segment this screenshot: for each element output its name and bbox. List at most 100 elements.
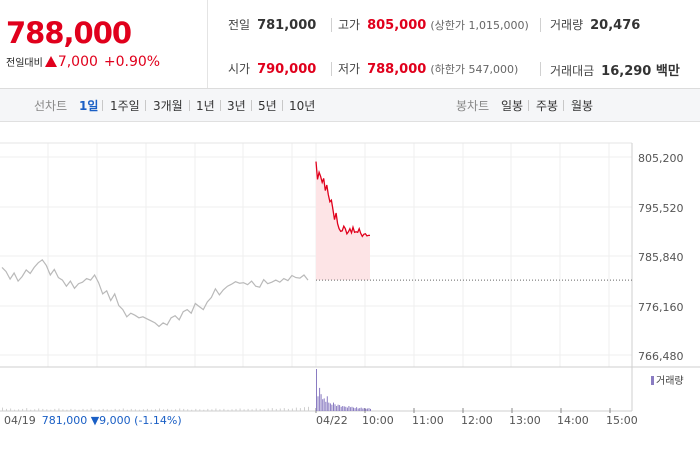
volume-bar xyxy=(326,396,328,411)
volume-bar xyxy=(337,404,339,411)
low-label: 저가 xyxy=(338,62,361,76)
price-chart-svg xyxy=(0,142,700,413)
period-1day-button[interactable]: 1일 xyxy=(79,99,99,113)
period-3month-button[interactable]: 3개월 xyxy=(153,99,183,113)
volume-bar xyxy=(323,398,325,411)
volume-bar xyxy=(345,406,347,411)
volume-bar xyxy=(283,408,285,411)
divider xyxy=(220,100,221,111)
x-tick-label: 13:00 xyxy=(509,414,541,427)
volume-bar xyxy=(171,409,173,411)
volume-bar xyxy=(26,408,28,411)
candle-monthly-button[interactable]: 월봉 xyxy=(571,99,594,113)
volume-bar xyxy=(50,409,52,411)
volume-bar xyxy=(319,387,321,411)
volume-bar xyxy=(291,408,293,411)
volume-bar xyxy=(207,408,209,411)
period-5year-button[interactable]: 5년 xyxy=(258,99,277,113)
volume-bar xyxy=(356,407,358,411)
volume-bar xyxy=(195,408,197,411)
volume-bar xyxy=(102,408,104,411)
volume-bars xyxy=(2,369,371,411)
prev-day-percent: (-1.14%) xyxy=(134,414,182,427)
volume-bar xyxy=(331,404,333,411)
volume-bar xyxy=(6,408,7,411)
candle-daily-button[interactable]: 일봉 xyxy=(501,99,524,113)
volume-bar xyxy=(82,408,84,411)
volume-bar xyxy=(66,409,68,411)
line-chart-label: 선차트 xyxy=(34,99,68,113)
x-tick-label: 11:00 xyxy=(412,414,444,427)
volume-bar xyxy=(187,409,189,411)
price-summary: 788,000 전일대비 7,000 +0.90% 전일 781,000 고가 805,… xyxy=(0,0,700,89)
open-stat: 시가 790,000 xyxy=(228,60,316,77)
volume-bar xyxy=(54,408,56,411)
period-1week-button[interactable]: 1주일 xyxy=(110,99,140,113)
volume-bar xyxy=(333,402,334,411)
y-tick-label: 766,480 xyxy=(638,350,684,363)
high-label: 고가 xyxy=(338,18,361,32)
prev-day-date: 04/19 xyxy=(4,414,36,427)
today-area-fill xyxy=(316,161,370,281)
volume-bar xyxy=(42,408,44,411)
period-1year-button[interactable]: 1년 xyxy=(196,99,215,113)
volume-bar xyxy=(351,406,353,411)
volume-legend: 거래량 xyxy=(651,372,684,387)
volume-bar xyxy=(366,408,368,411)
volume-bar xyxy=(359,408,361,411)
current-price: 788,000 xyxy=(6,16,132,50)
intraday-chart[interactable]: 805,200 795,520 785,840 776,160 766,480 xyxy=(0,121,700,450)
period-10year-button[interactable]: 10년 xyxy=(289,99,316,113)
high-stat: 고가 805,000 (상한가 1,015,000) xyxy=(338,16,529,33)
change-label: 전일대비 xyxy=(6,58,43,69)
volume-bar xyxy=(126,409,128,411)
volume-bar xyxy=(151,409,152,411)
divider xyxy=(251,100,252,111)
volume-bar xyxy=(34,409,36,411)
divider xyxy=(331,18,332,32)
volume-bar xyxy=(328,402,330,411)
volume-bar xyxy=(360,407,362,411)
volume-bar xyxy=(304,407,305,411)
volume-bar xyxy=(114,408,116,411)
volume-bar xyxy=(251,409,253,411)
divider xyxy=(563,100,564,111)
volume-bar xyxy=(74,409,76,411)
volume-bar xyxy=(339,405,341,411)
volume-bar xyxy=(322,399,324,411)
volume-bar xyxy=(86,409,88,411)
volume-bar xyxy=(354,408,356,411)
upper-limit: (상한가 1,015,000) xyxy=(430,19,529,32)
volume-bar xyxy=(346,407,348,411)
volume-bar xyxy=(110,409,112,411)
candle-weekly-button[interactable]: 주봉 xyxy=(536,99,559,113)
volume-bar xyxy=(98,409,100,411)
chart-toolbar: 선차트 1일 1주일 3개월 1년 3년 5년 10년 봉차트 일봉 주봉 월봉 xyxy=(0,89,700,122)
volume-bar xyxy=(159,408,160,411)
volume-bar xyxy=(362,408,364,411)
volume-bar xyxy=(267,408,269,411)
volume-bar xyxy=(211,409,213,411)
volume-bar xyxy=(370,408,371,411)
divider xyxy=(331,62,332,76)
volume-bar xyxy=(106,409,108,411)
volume-bar xyxy=(320,394,322,411)
period-3year-button[interactable]: 3년 xyxy=(227,99,246,113)
x-tick-label: 12:00 xyxy=(461,414,493,427)
volume-bar xyxy=(146,408,148,411)
prev-close-stat: 전일 781,000 xyxy=(228,16,316,33)
prev-day-info: 04/19 781,000 ▼9,000 (-1.14%) xyxy=(4,414,182,427)
divider xyxy=(145,100,146,111)
divider xyxy=(540,18,541,32)
volume-bar xyxy=(227,409,229,411)
volume-bar xyxy=(235,408,237,411)
x-tick-label: 04/22 xyxy=(316,414,348,427)
y-tick-label: 795,520 xyxy=(638,202,684,215)
volume-value: 20,476 xyxy=(590,18,641,33)
divider xyxy=(189,100,190,111)
open-value: 790,000 xyxy=(257,62,317,77)
volume-bar xyxy=(255,408,257,411)
up-triangle-icon xyxy=(44,56,57,67)
y-tick-label: 785,840 xyxy=(638,251,684,264)
volume-bar xyxy=(329,403,331,411)
